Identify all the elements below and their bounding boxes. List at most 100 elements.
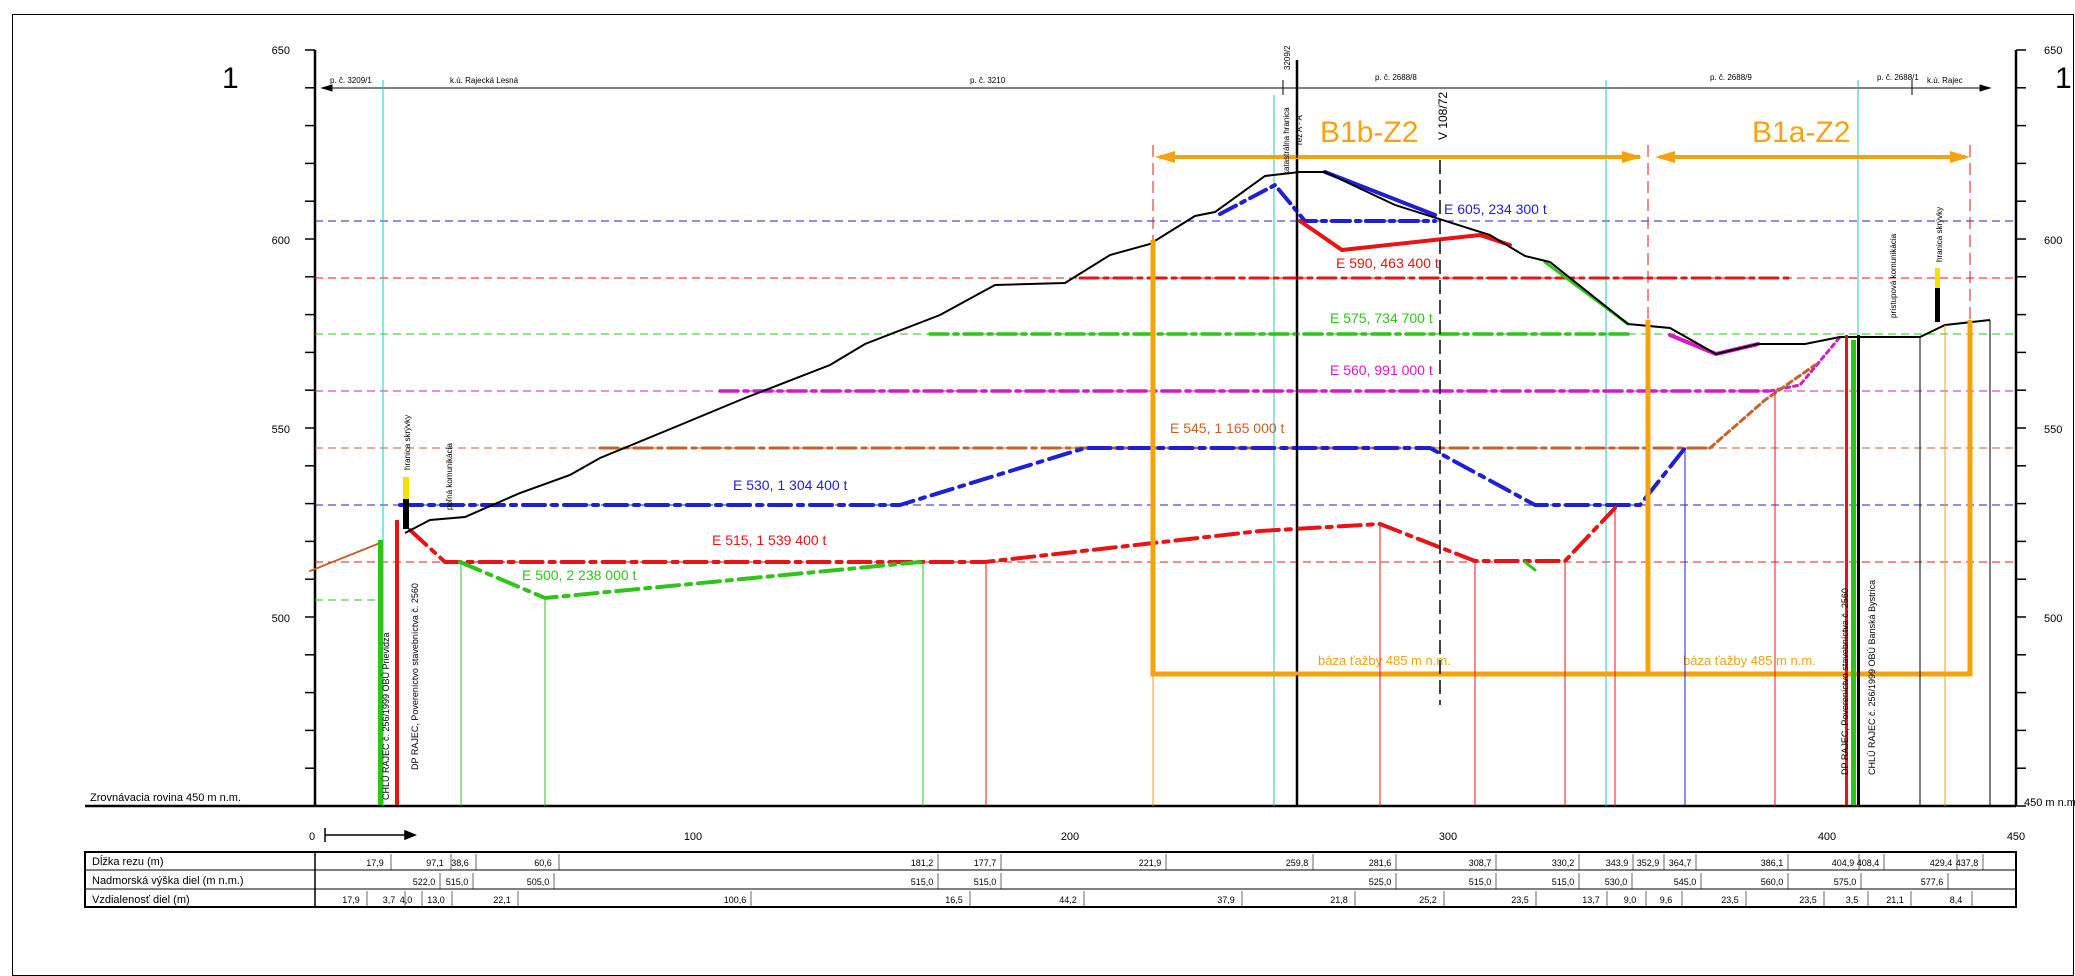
table-cell: 404,9 [1832, 858, 1855, 868]
table-cell: 364,7 [1669, 858, 1692, 868]
table-cell: 13,0 [427, 895, 445, 905]
level-label: E 515, 1 539 400 t [712, 532, 827, 548]
table-cell: 408,4 [1857, 858, 1880, 868]
table-cell: 44,2 [1059, 895, 1077, 905]
chlu-label: CHLÚ RAJEC č. 256/1999 OBÚ Prievidza [381, 632, 391, 800]
x-tick-label: 100 [684, 831, 702, 843]
baseline-label-right: 450 m n.m. [2024, 797, 2075, 809]
parcel-label: p. č. 3210 [970, 76, 1006, 85]
table-cell: 97,1 [426, 858, 444, 868]
station-lines [460, 320, 1991, 806]
block-label-b1a: B1a-Z2 [1752, 116, 1850, 149]
parcel-label: p. č. 2688/8 [1375, 73, 1417, 82]
table-cells: 17,9 97,1 38,6 60,6 181,2 177,7 221,9 259,8 281,… [342, 854, 1984, 907]
table-cell: 545,0 [1674, 877, 1697, 887]
table-cell: 525,0 [1369, 877, 1392, 887]
block-label-b1b: B1b-Z2 [1320, 116, 1418, 149]
y-tick-label: 650 [272, 45, 290, 57]
y-tick-label-right: 650 [2044, 45, 2062, 57]
x-tick-label: 450 [2007, 831, 2025, 843]
table-cell: 60,6 [534, 858, 552, 868]
table-cell: 23,5 [1511, 895, 1529, 905]
cadastre-label: k.ú. Rajecká Lesná [450, 76, 519, 85]
strip-boundary-label: hranica skrývky [1935, 207, 1944, 262]
parcel-label: p. č. 2688/1 [1877, 73, 1919, 82]
table-cell: 429,4 [1930, 858, 1953, 868]
level-label: E 605, 234 300 t [1444, 201, 1547, 217]
parcel-label: p. č. 2688/9 [1710, 73, 1752, 82]
sheet-number-right: 1 [2055, 62, 2072, 95]
table-row-label: Vzdialenosť diel (m) [92, 894, 190, 906]
sheet-number-left: 1 [222, 62, 239, 95]
table-cell: 13,7 [1582, 895, 1600, 905]
x-axis-arrow [324, 828, 418, 842]
table-cell: 259,8 [1286, 858, 1309, 868]
table-cell: 221,9 [1139, 858, 1162, 868]
table-cell: 505,0 [527, 877, 550, 887]
table-cell: 38,6 [451, 858, 469, 868]
table-cell: 530,0 [1605, 877, 1628, 887]
table-cell: 522,0 [413, 877, 436, 887]
table-cell: 281,6 [1369, 858, 1392, 868]
y-tick-label-right: 500 [2044, 613, 2062, 625]
table-cell: 343,9 [1606, 858, 1629, 868]
table-cell: 560,0 [1761, 877, 1784, 887]
y-tick-label-right: 600 [2044, 235, 2062, 247]
table-cell: 515,0 [1469, 877, 1492, 887]
base-label: báza ťažby 485 m n.m. [1683, 653, 1816, 668]
table-cell: 352,9 [1637, 858, 1660, 868]
table-cell: 515,0 [911, 877, 934, 887]
table-cell: 515,0 [446, 877, 469, 887]
level-label: E 590, 463 400 t [1336, 255, 1439, 271]
parcel-label: 3209/2 [1283, 45, 1292, 70]
level-label: E 500, 2 238 000 t [522, 567, 637, 583]
table-cell: 515,0 [1552, 877, 1575, 887]
table-cell: 575,0 [1834, 877, 1857, 887]
cadastre-label: k.ú. Rajec [1927, 76, 1963, 85]
table-cell: 17,9 [342, 895, 360, 905]
table-cell: 9,0 [1624, 895, 1637, 905]
table-cell: 577,6 [1921, 877, 1944, 887]
boundary-marks [378, 268, 1940, 805]
level-label: E 575, 734 700 t [1330, 310, 1433, 326]
table-cell: 25,2 [1419, 895, 1437, 905]
section-label: rez A - A [1295, 115, 1304, 145]
x-tick-label: 0 [309, 831, 315, 843]
level-label: E 560, 991 000 t [1330, 362, 1433, 378]
table-cell: 4,0 [400, 895, 413, 905]
y-tick-label: 500 [272, 613, 290, 625]
table-row-label: Nadmorská výška diel (m n.m.) [92, 875, 244, 887]
level-label: E 530, 1 304 400 t [733, 477, 848, 493]
table-cell: 437,8 [1956, 858, 1979, 868]
road-label: prístupová komunikácia [1889, 233, 1898, 318]
table-cell: 17,9 [366, 858, 384, 868]
table-cell: 21,1 [1886, 895, 1904, 905]
table-cell: 23,5 [1799, 895, 1817, 905]
table-cell: 16,5 [945, 895, 963, 905]
table-cell: 308,7 [1469, 858, 1492, 868]
table-cell: 21,8 [1330, 895, 1348, 905]
road-label: poľná komunikácia [445, 443, 454, 510]
table-cell: 37,9 [1217, 895, 1235, 905]
table-cell: 3,5 [1846, 895, 1859, 905]
profile-table [84, 851, 2017, 908]
mining-blocks [1150, 151, 1973, 677]
table-cell: 515,0 [974, 877, 997, 887]
cadastre-border-label: katastrálna hranica [1282, 107, 1291, 175]
level-label: E 545, 1 165 000 t [1170, 420, 1285, 436]
table-cell: 330,2 [1552, 858, 1575, 868]
y-tick-label: 550 [272, 424, 290, 436]
y-tick-label: 600 [272, 235, 290, 247]
table-cell: 22,1 [493, 895, 511, 905]
parcel-boundaries [382, 80, 1859, 806]
chlu-label: CHLÚ RAJEC č. 256/1999 OBÚ Banská Bystri… [1867, 580, 1877, 775]
table-cell: 181,2 [911, 858, 934, 868]
table-cell: 177,7 [974, 858, 997, 868]
strip-boundary-label: hranica skrývky [403, 415, 412, 470]
borehole-label: V 108/72 [1436, 92, 1450, 140]
level-contours [309, 170, 1842, 601]
table-cell: 100,6 [724, 895, 747, 905]
baseline-label: Zrovnávacia rovina 450 m n.m. [90, 792, 241, 804]
parcel-label: p. č. 3209/1 [330, 76, 372, 85]
